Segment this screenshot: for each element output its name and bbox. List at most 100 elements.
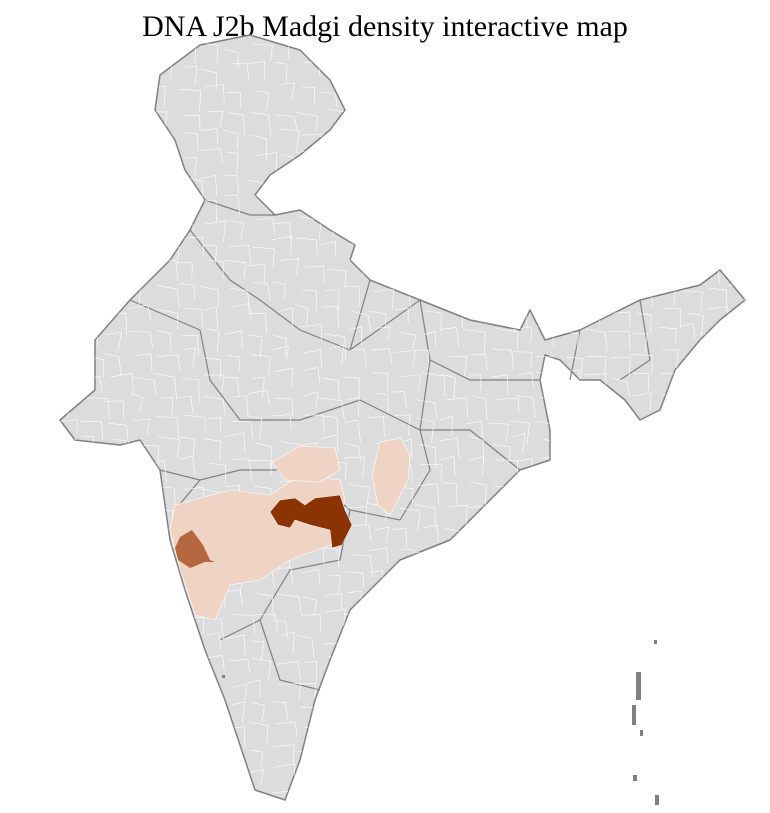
low-density-region-east[interactable] — [371, 437, 411, 516]
district-border — [82, 594, 103, 614]
district-border — [607, 575, 630, 598]
district-border — [184, 157, 198, 177]
district-border — [543, 224, 564, 247]
district-border — [703, 525, 719, 547]
district-border — [469, 731, 492, 746]
district-border — [656, 151, 678, 170]
district-border — [439, 327, 459, 347]
district-border — [302, 290, 317, 312]
district-border — [729, 550, 745, 574]
high-density-districts[interactable] — [269, 494, 353, 549]
district-border — [81, 703, 101, 724]
district-border — [585, 481, 603, 503]
district-border — [471, 39, 486, 60]
district-border — [681, 791, 696, 800]
district-border — [203, 702, 221, 720]
district-border — [496, 328, 519, 350]
district-border — [686, 193, 709, 214]
district-border — [463, 329, 486, 354]
district-border — [254, 90, 270, 111]
district-border — [536, 751, 558, 770]
district-border — [513, 220, 533, 245]
district-border — [734, 533, 745, 553]
district-border — [633, 576, 654, 599]
district-border — [731, 594, 745, 616]
district-border — [631, 354, 653, 375]
district-border — [519, 568, 538, 588]
district-border — [351, 554, 374, 577]
district-border — [686, 413, 707, 438]
district-border — [391, 391, 408, 409]
andaman-nicobar-islands[interactable] — [632, 640, 659, 805]
district-border — [687, 175, 704, 193]
district-border — [516, 245, 530, 267]
district-border — [657, 722, 680, 742]
district-border — [415, 722, 438, 744]
district-border — [638, 44, 654, 67]
district-border — [708, 590, 728, 606]
india-outline[interactable] — [59, 34, 746, 801]
lakshadweep-islands[interactable] — [222, 675, 225, 678]
district-border — [415, 552, 430, 573]
district-border — [397, 137, 413, 158]
district-border — [446, 68, 462, 90]
district-border — [464, 192, 481, 215]
district-border — [349, 788, 370, 800]
district-border — [631, 506, 653, 522]
district-border — [346, 63, 367, 84]
district-border — [494, 509, 514, 525]
district-border — [326, 268, 347, 287]
district-border — [496, 638, 510, 653]
district-border — [82, 458, 100, 480]
district-border — [393, 527, 407, 548]
district-border — [520, 744, 542, 763]
district-border — [61, 87, 78, 107]
district-border — [394, 307, 409, 324]
low-density-region-north[interactable] — [271, 445, 341, 483]
district-border — [351, 655, 375, 677]
district-border — [488, 83, 510, 102]
district-border — [639, 269, 654, 293]
district-border — [728, 703, 745, 719]
district-border — [253, 246, 275, 267]
district-border — [230, 458, 253, 481]
district-border — [296, 237, 318, 256]
district-border — [325, 289, 340, 311]
district-border — [471, 395, 488, 420]
district-border — [419, 443, 437, 469]
district-border — [86, 664, 107, 686]
district-border — [133, 708, 151, 725]
district-border — [83, 62, 107, 81]
district-border — [322, 749, 338, 769]
district-border — [540, 112, 558, 132]
district-border — [681, 721, 703, 743]
district-border — [441, 767, 462, 786]
district-border — [184, 763, 201, 784]
district-border — [733, 725, 745, 744]
district-border — [688, 222, 709, 247]
district-border — [513, 708, 535, 724]
medium-density-district[interactable] — [175, 530, 215, 568]
district-border — [661, 420, 680, 442]
district-border — [636, 63, 655, 81]
district-border — [470, 597, 488, 623]
district-border — [421, 682, 439, 703]
district-border — [424, 310, 442, 332]
district-border — [224, 432, 246, 454]
district-border — [587, 174, 603, 194]
district-border — [394, 745, 409, 768]
district-border — [565, 194, 582, 216]
district-border — [590, 458, 610, 481]
district-border — [345, 748, 361, 767]
district-border — [223, 590, 243, 606]
district-border — [184, 65, 198, 86]
district-border — [423, 617, 442, 639]
district-border — [707, 150, 728, 173]
district-border — [182, 132, 199, 152]
district-border — [728, 236, 745, 256]
district-border — [278, 307, 294, 327]
district-border — [707, 770, 721, 790]
district-border — [271, 235, 293, 255]
district-border — [614, 720, 636, 740]
